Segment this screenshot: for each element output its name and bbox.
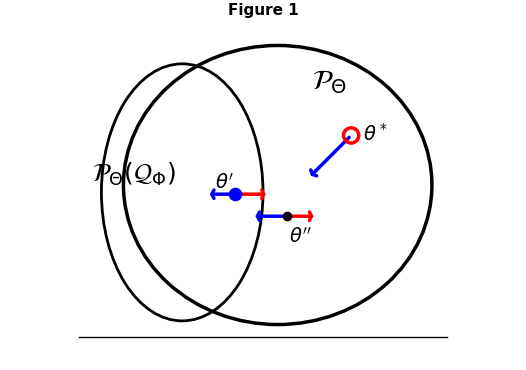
Text: $\theta^*$: $\theta^*$ [363,122,387,145]
Point [231,191,240,197]
Text: $\mathcal{P}_{\Theta}(\mathcal{Q}_{\Phi})$: $\mathcal{P}_{\Theta}(\mathcal{Q}_{\Phi}… [93,160,177,188]
Point [347,132,356,138]
Text: Figure 1: Figure 1 [228,3,298,18]
Text: $\mathcal{P}_{\Theta}$: $\mathcal{P}_{\Theta}$ [311,68,347,96]
Point [282,213,291,219]
Text: $\theta'$: $\theta'$ [215,173,234,193]
Text: $\theta''$: $\theta''$ [289,226,311,246]
